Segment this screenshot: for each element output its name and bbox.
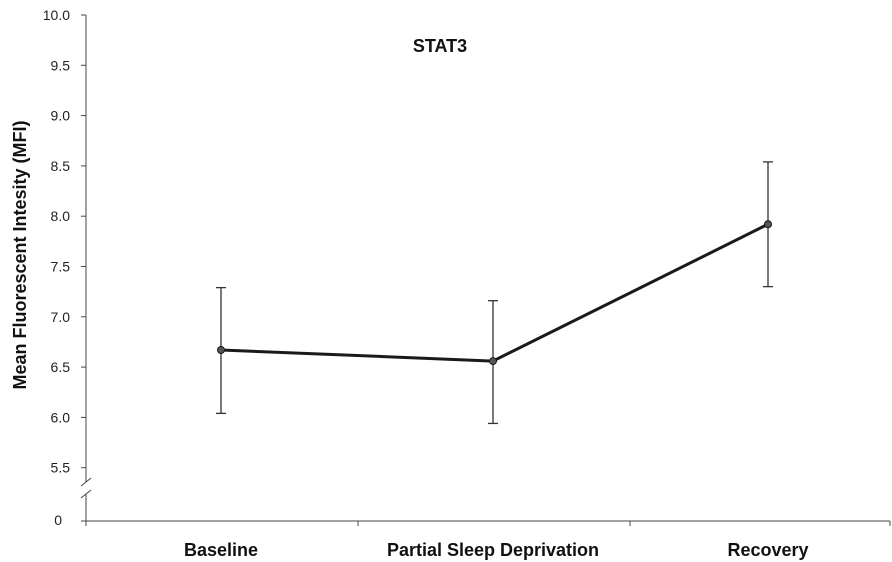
data-point — [489, 357, 497, 366]
x-tick-label: Partial Sleep Deprivation — [387, 540, 599, 560]
series-line-group — [220, 222, 769, 363]
y-tick-label: 8.5 — [51, 158, 71, 174]
y-tick-label: 5.5 — [51, 460, 71, 476]
axis-break-mark — [80, 477, 92, 487]
y-axis-title: Mean Fluorescent Intesity (MFI) — [10, 120, 30, 389]
labels: STAT3 Mean Fluorescent Intesity (MFI) 0 … — [10, 7, 809, 560]
axis-break-mark — [80, 489, 92, 499]
chart-title: STAT3 — [413, 36, 467, 56]
y-tick-label: 7.5 — [51, 259, 71, 275]
y-tick-label: 6.5 — [51, 359, 71, 375]
axes — [80, 14, 891, 526]
y-tick-label: 6.0 — [51, 409, 71, 425]
x-tick-label: Baseline — [184, 540, 258, 560]
y-tick-label: 8.0 — [51, 208, 71, 224]
y-tick-label-zero: 0 — [54, 512, 62, 528]
data-point — [217, 345, 225, 354]
y-tick-label: 10.0 — [43, 7, 70, 23]
series-line — [220, 222, 769, 363]
y-tick-label: 9.5 — [51, 57, 71, 73]
y-tick-label: 7.0 — [51, 309, 71, 325]
y-tick-label: 9.0 — [51, 108, 71, 124]
error-bars — [216, 161, 773, 425]
x-tick-label: Recovery — [727, 540, 808, 560]
data-points — [217, 220, 772, 366]
data-point — [764, 220, 772, 229]
